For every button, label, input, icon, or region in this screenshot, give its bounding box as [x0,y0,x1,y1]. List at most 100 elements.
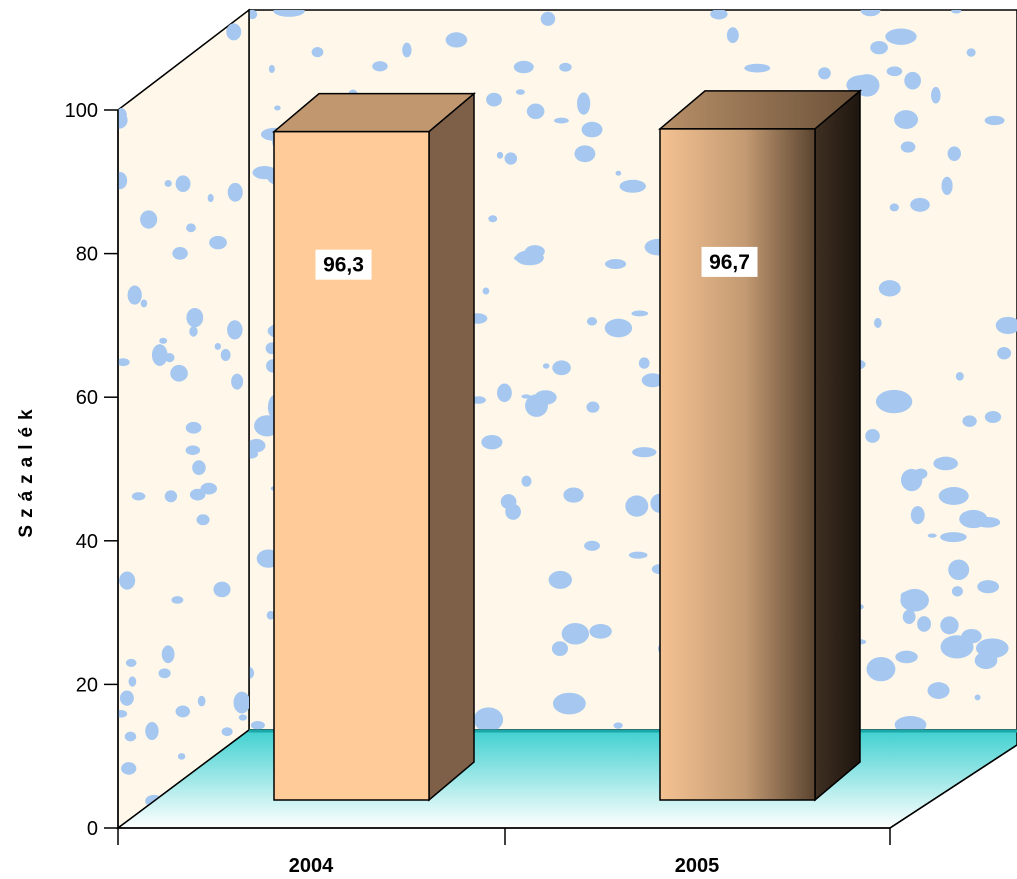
pattern-dot [185,421,202,434]
pattern-dot [552,360,571,376]
pattern-dot [866,656,896,682]
pattern-dot [860,10,881,17]
pattern-dot [214,343,221,350]
pattern-dot [207,193,214,203]
pattern-dot [552,692,586,715]
pattern-dot [207,10,218,18]
pattern-dot [486,92,502,107]
pattern-dot [941,176,953,196]
pattern-dot [744,63,771,73]
pattern-dot [131,492,146,501]
x-category-label: 2004 [289,855,334,877]
pattern-dot [515,89,525,95]
pattern-dot [641,373,664,388]
pattern-dot [894,716,927,730]
pattern-dot [521,475,532,487]
x-axis [117,744,1017,845]
pattern-dot [471,396,486,404]
pattern-dot [619,179,646,193]
pattern-dot [548,570,572,589]
pattern-dot [119,10,137,30]
x-category-label: 2005 [675,855,720,877]
pattern-dot [726,27,739,44]
bars-group: 96,3 96,7 [271,89,863,802]
y-tick-label: 100 [65,100,98,122]
pattern-dot [589,624,612,639]
y-axis [104,109,119,829]
pattern-dot [632,447,657,458]
pattern-dot [577,92,591,115]
pattern-dot [984,411,1002,423]
pattern-dot [962,415,977,427]
pattern-dot [268,64,275,74]
pattern-dot [974,651,998,670]
pattern-dot [938,487,969,505]
pattern-dot [955,371,964,381]
pattern-dot [514,254,528,262]
pattern-dot [118,358,130,367]
pattern-dot [951,10,962,14]
pattern-dot [525,394,548,417]
pattern-dot [231,373,244,390]
pattern-dot [917,616,932,632]
pattern-dot [927,533,937,538]
pattern-dot [249,667,255,679]
pattern-dot [961,629,982,644]
pattern-dot [266,610,275,620]
pattern-dot [172,246,188,260]
pattern-dot [515,250,544,266]
pattern-dot [226,23,242,41]
pattern-dot [710,10,728,20]
pattern-dot [581,121,603,138]
pattern-dot [974,694,981,701]
pattern-dot [125,658,137,667]
pattern-dot [488,215,498,223]
pattern-dot [197,695,206,707]
pattern-dot [238,714,247,721]
y-tick-label: 80 [76,244,98,266]
side-wall [117,8,250,830]
pattern-dot [818,67,831,80]
pattern-dot [185,445,201,456]
pattern-dot [625,495,649,517]
pattern-dot [128,676,137,687]
pattern-dot [889,203,899,212]
y-tick-label: 60 [76,387,98,409]
pattern-dot [948,559,970,581]
pattern-dot [145,722,159,741]
pattern-dot [900,141,916,153]
pattern-dot [161,645,175,664]
pattern-dot [878,280,901,297]
pattern-dot [127,285,142,305]
bar-side [428,92,475,802]
pattern-dot [186,307,204,328]
pattern-dot [118,111,128,129]
pattern-dot [445,32,468,48]
y-tick-label: 40 [76,531,98,553]
pattern-dot [175,705,191,718]
pattern-dot [505,503,521,520]
bar-front [273,130,430,801]
bar-2004: 96,3 [271,92,477,802]
pattern-dot [164,490,178,503]
pattern-dot [895,650,918,664]
pattern-dot [904,71,921,90]
pattern-dot [540,11,556,26]
pattern-dot [551,641,569,657]
pattern-dot [170,364,188,382]
pattern-dot [164,353,175,363]
pattern-dot [121,762,137,775]
pattern-dot [119,571,136,590]
pattern-dot [875,389,913,414]
pattern-dot [959,509,988,529]
pattern-dot [140,210,158,229]
pattern-dot [233,691,249,714]
pattern-dot [927,682,950,699]
pattern-dot [870,40,888,55]
pattern-dot [213,581,231,598]
pattern-dot [249,438,266,453]
y-tick-label: 20 [76,674,98,696]
pattern-dot [561,622,590,645]
pattern-dot [481,434,503,450]
